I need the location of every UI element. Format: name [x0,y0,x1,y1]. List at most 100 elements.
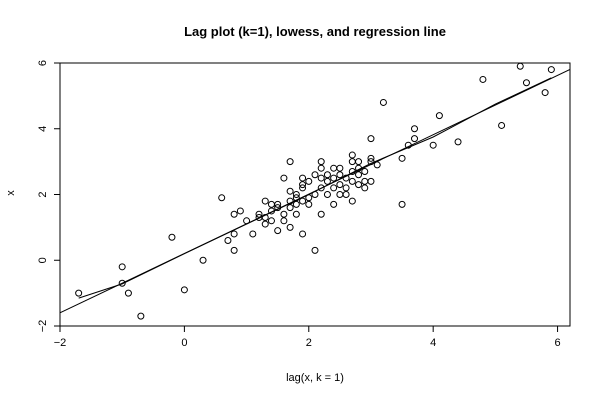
x-tick-label: 2 [306,337,312,349]
data-point [367,154,375,162]
data-point [317,158,325,166]
data-point [286,187,294,195]
data-point [367,135,375,143]
data-point [267,207,275,215]
data-point [255,210,263,218]
data-point [336,164,344,172]
data-point [361,177,369,185]
data-point [280,217,288,225]
data-point [336,171,344,179]
data-point [398,200,406,208]
data-point [292,200,300,208]
y-tick-label: 4 [37,126,49,132]
x-tick-label: −2 [54,337,67,349]
data-point [274,227,282,235]
data-point [361,167,369,175]
data-point [342,174,350,182]
data-point [230,246,238,254]
data-point [348,167,356,175]
data-point [317,210,325,218]
data-point [522,79,530,87]
data-point [292,194,300,202]
data-point [286,204,294,212]
data-point [168,233,176,241]
data-point [230,230,238,238]
data-point [541,89,549,97]
data-point [199,256,207,264]
data-point [454,138,462,146]
data-point [348,158,356,166]
data-point [305,177,313,185]
data-point [299,174,307,182]
data-point [311,246,319,254]
fit-lines [60,68,570,314]
data-point [280,174,288,182]
y-tick-label: 6 [37,60,49,66]
data-point [267,200,275,208]
data-point [429,141,437,149]
data-point [261,197,269,205]
data-point [311,191,319,198]
data-point [355,164,363,172]
data-point [348,177,356,185]
data-point [373,161,381,169]
data-point [348,151,356,159]
data-point [323,177,331,185]
data-point [367,158,375,166]
data-point [249,230,257,238]
data-point [124,289,132,297]
data-point [317,164,325,172]
data-point [137,312,145,320]
data-point [118,279,126,287]
data-point [411,125,419,133]
data-point [75,289,83,297]
data-point [280,210,288,218]
data-point [236,207,244,215]
data-point [118,263,126,271]
data-point [286,158,294,166]
data-point [435,112,443,120]
data-point [286,223,294,231]
data-point [342,184,350,192]
data-point [355,171,363,179]
data-point [516,62,524,70]
data-point [342,191,350,198]
data-point [330,174,338,182]
data-point [180,286,188,294]
data-point [336,191,344,198]
data-point [498,121,506,129]
data-point [361,184,369,192]
data-point [355,158,363,166]
data-point [323,171,331,179]
y-tick-label: 0 [37,257,49,263]
lowess-line [78,77,552,299]
data-point [411,135,419,143]
data-point [261,220,269,228]
data-point [292,210,300,218]
data-point [404,141,412,149]
data-point [317,174,325,182]
x-tick-label: 4 [430,337,436,349]
data-point [267,217,275,225]
data-point [224,237,232,245]
y-tick-label: −2 [37,320,49,333]
data-point [218,194,226,202]
data-point [547,66,555,74]
data-point [299,230,307,238]
data-point [286,197,294,205]
data-point [355,181,363,189]
data-point [479,75,487,83]
data-point [311,171,319,179]
data-point [348,197,356,205]
data-point [367,177,375,185]
x-axis-label: lag(x, k = 1) [286,372,344,384]
data-point [317,184,325,192]
data-points [75,62,555,320]
x-tick-label: 6 [554,337,560,349]
data-point [274,200,282,208]
data-point [379,98,387,106]
x-axis: −2 0 2 4 6 [54,326,561,349]
data-point [292,191,300,198]
chart-title: Lag plot (k=1), lowess, and regression l… [184,24,446,39]
